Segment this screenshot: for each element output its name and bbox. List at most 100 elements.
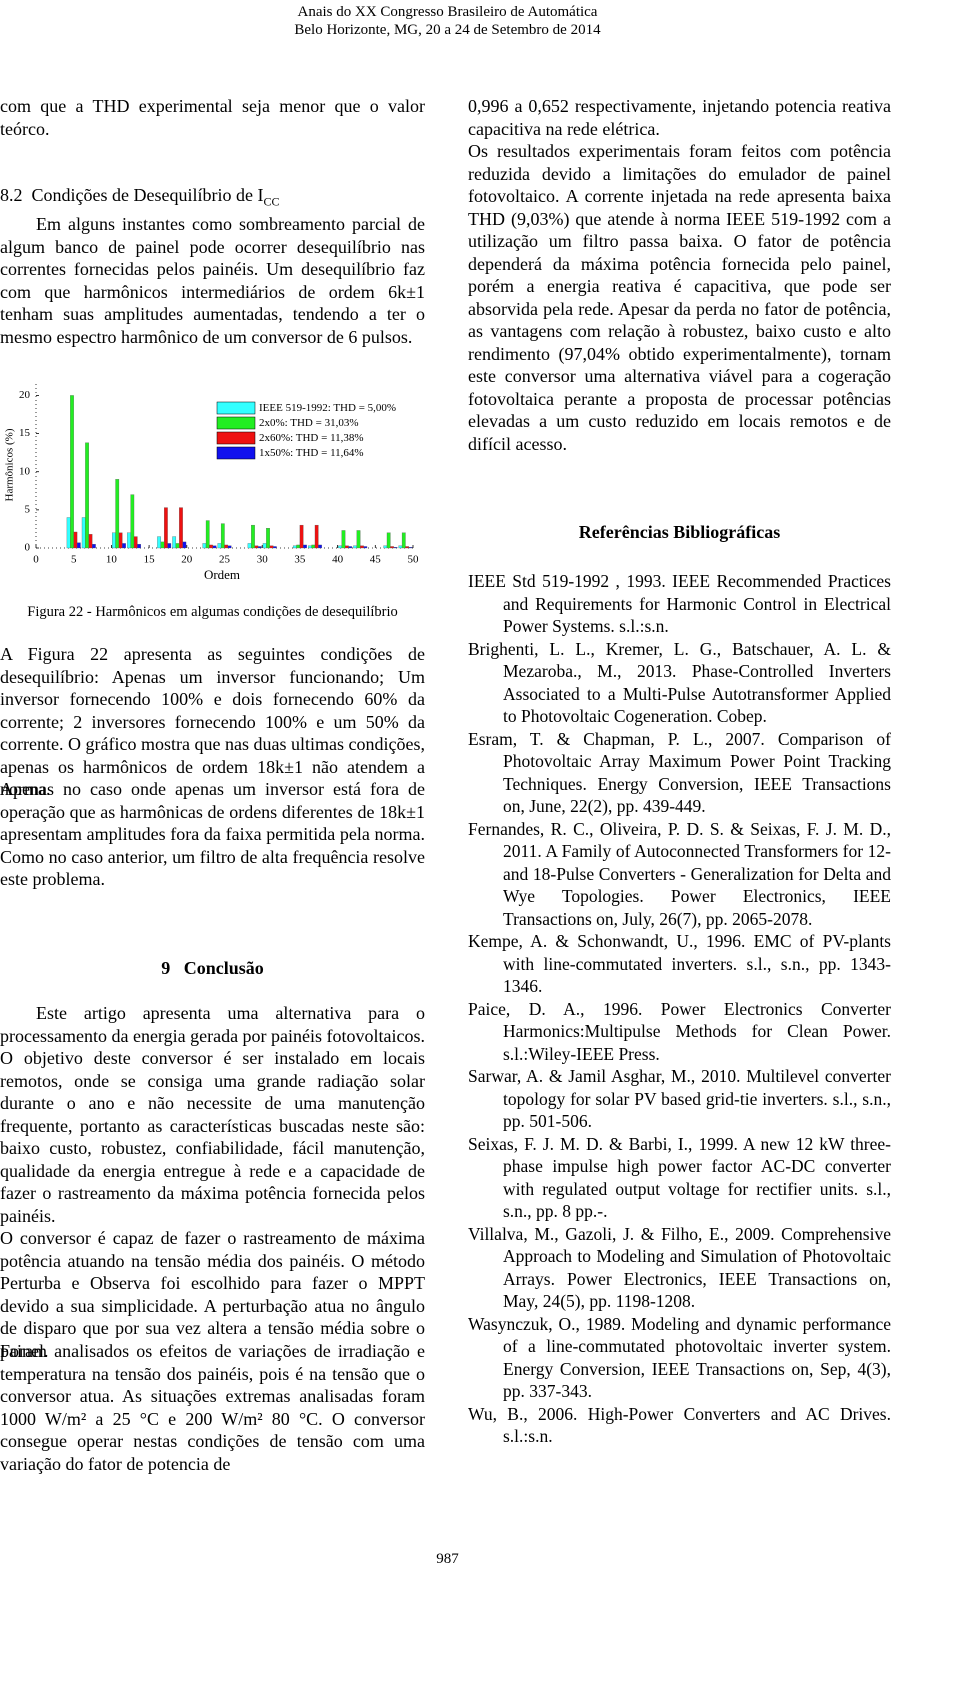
paragraph: A Figura 22 apresenta as seguintes condi… [0,644,425,799]
bar [269,545,274,549]
bar [160,541,165,549]
bar [251,524,255,549]
bar [224,544,229,549]
x-tick-label: 35 [294,554,306,566]
bar [292,545,297,549]
paragraph: Apenas no caso onde apenas um inversor e… [0,779,425,889]
bar [386,532,391,549]
reference: Fernandes, R. C., Oliveira, P. D. S. & S… [468,818,891,929]
bar [73,531,78,549]
y-axis-label: Harmônicos (%) [4,428,16,501]
bar [348,546,353,549]
bar [266,528,270,549]
bar [311,544,316,549]
legend-label: IEEE 519-1992: THD = 5,00% [259,402,396,414]
bar [314,524,319,549]
x-tick-label: 20 [181,554,193,566]
bar [262,543,267,549]
reference: Seixas, F. J. M. D. & Barbi, I., 1999. A… [468,1133,891,1222]
bar [360,545,364,549]
bar [299,524,304,549]
bar [127,532,131,549]
bar [133,536,138,549]
bar [356,530,361,549]
reference: Wasynczuk, O., 1989. Modeling and dynami… [468,1313,891,1402]
reference: Villalva, M., Gazoli, J. & Filho, E., 20… [468,1223,891,1312]
x-tick-label: 45 [370,554,382,566]
bar [182,541,187,549]
bar [76,542,81,549]
bar [112,532,116,549]
bar [81,517,86,549]
bar [383,545,388,549]
legend-swatch [216,401,256,415]
bar [122,543,126,549]
bar [172,536,177,549]
section-heading: 9 Conclusão [0,957,425,980]
heading-number: 8.2 [0,185,23,205]
bar [179,507,183,549]
y-tick-label: 5 [25,503,31,515]
legend-swatch [216,446,256,460]
x-tick-label: 50 [408,554,420,566]
bar [398,545,403,549]
bar [344,545,349,549]
heading-text: Condições de Desequilíbrio de I [31,185,264,205]
legend: IEEE 519-1992: THD = 5,00% 2x0%: THD = 31… [216,398,407,464]
bar [318,544,322,549]
x-tick-label: 30 [257,554,269,566]
bar [405,546,410,549]
reference: Paice, D. A., 1996. Power Electronics Co… [468,998,891,1064]
bar [88,534,93,549]
x-axis-label: Ordem [204,567,240,582]
bar [209,544,213,549]
legend-label: 2x0%: THD = 31,03% [259,417,359,429]
y-tick-label: 10 [19,465,31,477]
y-tick-label: 15 [19,427,31,439]
bar [220,523,225,549]
bar [118,532,123,549]
bar [167,543,172,549]
y-tick-label: 0 [25,542,31,554]
bar [353,545,357,549]
heading-number: 9 [161,958,171,978]
bar [272,546,277,549]
bar [157,536,161,549]
bar [217,543,222,549]
references-list: IEEE Std 519-1992 , 1993. IEEE Recommend… [468,570,891,1448]
section-heading: 8.2 Condições de Desequilíbrio de ICC [0,184,425,213]
bar [341,530,346,549]
bar [202,543,207,549]
bar [247,543,252,549]
bar [363,546,368,549]
bar [296,544,301,549]
legend-label: 2x60%: THD = 11,38% [259,432,364,444]
bar [212,545,217,549]
paragraph: Em alguns instantes como sombreamento pa… [0,214,425,347]
references-heading: Referências Bibliográficas [578,522,781,542]
reference: Brighenti, L. L., Kremer, L. G., Batscha… [468,638,891,727]
paragraph: 0,996 a 0,652 respectivamente, injetando… [468,96,891,139]
figure-caption: Figura 22 - Harmônicos em algumas condiç… [27,604,398,620]
bar [408,547,413,549]
bar [401,532,406,549]
x-tick-label: 40 [332,554,344,566]
bar [308,545,312,549]
reference: IEEE Std 519-1992 , 1993. IEEE Recommend… [468,571,891,636]
paragraph: Foram analisados os efeitos de variações… [0,1341,425,1474]
chart: Harmônicos (%) Ordem 0 5 10 15 20 0 5 10 15 20 25 3… [4,384,420,582]
x-tick-label: 10 [106,554,118,566]
bar [303,544,307,549]
bar [393,547,398,549]
page-number: 987 [436,1551,459,1567]
legend-label: 1x50%: THD = 11,64% [259,447,364,459]
paragraph: com que a THD experimental seja menor qu… [0,96,425,139]
header-line: Belo Horizonte, MG, 20 a 24 de Setembro … [294,22,601,38]
bar [254,545,259,549]
paragraph: O conversor é capaz de fazer o rastreame… [0,1228,425,1361]
legend-swatch [216,416,256,430]
y-tick-label: 20 [19,389,31,401]
heading-sub: CC [263,194,280,209]
bar [164,507,168,549]
